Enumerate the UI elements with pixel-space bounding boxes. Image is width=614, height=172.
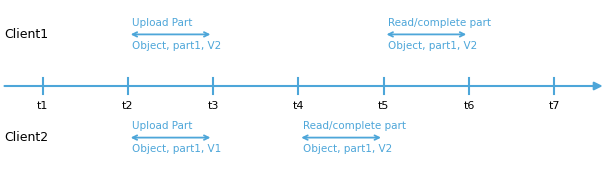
Text: Upload Part: Upload Part xyxy=(132,121,193,131)
Text: t3: t3 xyxy=(208,101,219,111)
Text: t1: t1 xyxy=(37,101,49,111)
Text: Client2: Client2 xyxy=(4,131,49,144)
Text: Object, part1, V1: Object, part1, V1 xyxy=(132,144,222,154)
Text: t5: t5 xyxy=(378,101,389,111)
Text: Upload Part: Upload Part xyxy=(132,18,193,28)
Text: t6: t6 xyxy=(464,101,475,111)
Text: t4: t4 xyxy=(293,101,304,111)
Text: Object, part1, V2: Object, part1, V2 xyxy=(303,144,392,154)
Text: Object, part1, V2: Object, part1, V2 xyxy=(388,41,477,51)
Text: Read/complete part: Read/complete part xyxy=(388,18,491,28)
Text: t2: t2 xyxy=(122,101,134,111)
Text: t7: t7 xyxy=(548,101,560,111)
Text: Read/complete part: Read/complete part xyxy=(303,121,406,131)
Text: Object, part1, V2: Object, part1, V2 xyxy=(132,41,222,51)
Text: Client1: Client1 xyxy=(4,28,49,41)
